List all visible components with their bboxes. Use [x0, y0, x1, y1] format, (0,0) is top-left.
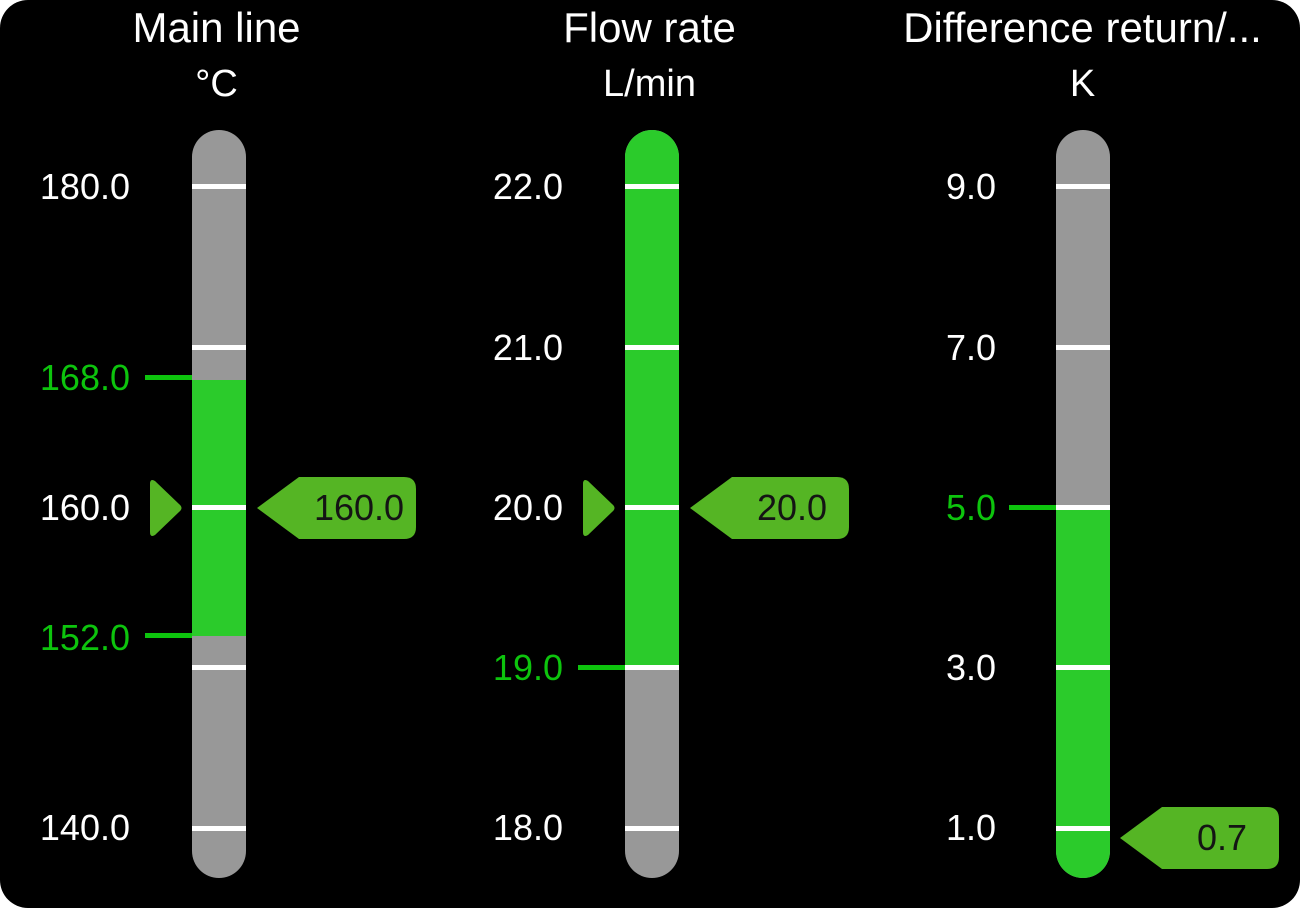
tag-arrow-left-icon	[690, 477, 849, 539]
tick-mark	[625, 345, 679, 350]
tick-mark	[1056, 184, 1110, 189]
gauge-title: Main line	[132, 4, 301, 51]
scale-label: 1.0	[945, 807, 996, 848]
limit-high-line	[1009, 505, 1056, 510]
gauge-bar-track[interactable]	[625, 130, 679, 878]
value-pointer-icon[interactable]	[147, 477, 183, 539]
limit-low-label: 152.0	[39, 617, 130, 658]
tick-mark	[192, 505, 246, 510]
value-badge[interactable]: 0.7	[1118, 802, 1283, 874]
value-badge-label: 0.7	[1196, 817, 1248, 858]
gauge-difference-return: Difference return/... K 9.0 7.0 5.0 3.0 …	[866, 0, 1299, 908]
value-badge[interactable]: 160.0	[255, 472, 420, 544]
value-badge-label: 160.0	[313, 487, 405, 528]
gauge-unit: K	[1069, 63, 1096, 105]
tag-arrow-left-icon	[257, 477, 416, 539]
limit-low-line	[578, 665, 625, 670]
gauge-title: Difference return/...	[903, 4, 1262, 51]
tick-mark	[625, 826, 679, 831]
value-badge-label: 20.0	[756, 487, 828, 528]
value-badge[interactable]: 20.0	[688, 472, 853, 544]
tick-mark	[625, 665, 679, 670]
scale-label: 18.0	[492, 807, 563, 848]
gauge-main-line: Main line °C 180.0 168.0 160.0 152.0 140…	[0, 0, 433, 908]
tick-mark	[1056, 345, 1110, 350]
limit-low-line	[145, 633, 192, 638]
tick-mark	[1056, 665, 1110, 670]
scale-label: 22.0	[492, 166, 563, 207]
tick-mark	[1056, 826, 1110, 831]
gauge-bar-track[interactable]	[1056, 130, 1110, 878]
tick-mark	[192, 184, 246, 189]
tag-arrow-left-icon	[1120, 807, 1279, 869]
tick-mark	[625, 505, 679, 510]
scale-label: 21.0	[492, 327, 563, 368]
limit-high-label: 5.0	[945, 487, 996, 528]
scale-label: 180.0	[39, 166, 130, 207]
scale-label: 3.0	[945, 647, 996, 688]
limit-high-line	[145, 375, 192, 380]
scale-label: 9.0	[945, 166, 996, 207]
scale-label: 140.0	[39, 807, 130, 848]
scale-label: 160.0	[39, 487, 130, 528]
scale-label: 20.0	[492, 487, 563, 528]
tick-mark	[192, 665, 246, 670]
tick-mark	[192, 826, 246, 831]
gauge-title: Flow rate	[563, 4, 736, 51]
tick-mark	[192, 345, 246, 350]
scale-label: 7.0	[945, 327, 996, 368]
value-pointer-icon[interactable]	[580, 477, 616, 539]
limit-high-label: 168.0	[39, 357, 130, 398]
ok-zone	[625, 130, 679, 668]
gauge-unit: °C	[195, 63, 238, 105]
tick-mark	[1056, 505, 1110, 510]
limit-low-label: 19.0	[492, 647, 563, 688]
ok-zone	[1056, 508, 1110, 878]
gauge-flow-rate: Flow rate L/min 22.0 21.0 20.0 19.0 18.0…	[433, 0, 866, 908]
gauge-unit: L/min	[603, 63, 696, 105]
gauge-bar-track[interactable]	[192, 130, 246, 878]
tick-mark	[625, 184, 679, 189]
